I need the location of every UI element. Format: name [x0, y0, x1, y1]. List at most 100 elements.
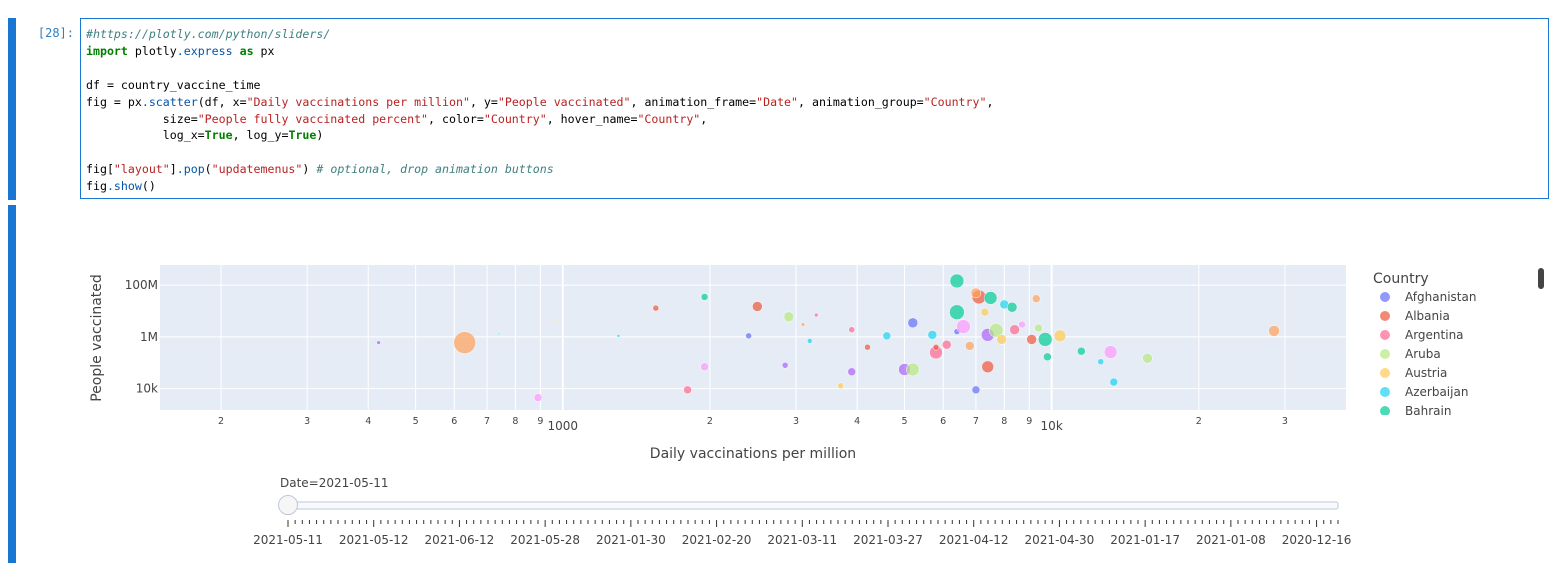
- scatter-point[interactable]: [1026, 334, 1037, 345]
- scatter-point[interactable]: [932, 343, 940, 351]
- scatter-point[interactable]: [376, 340, 381, 345]
- scatter-point[interactable]: [814, 312, 819, 318]
- output-collapse-bar[interactable]: [8, 205, 16, 563]
- legend-item[interactable]: Azerbaijan: [1380, 385, 1468, 399]
- scatter-point[interactable]: [1268, 325, 1280, 337]
- scatter-point[interactable]: [848, 326, 855, 333]
- scatter-point[interactable]: [882, 331, 892, 341]
- scatter-point[interactable]: [927, 330, 938, 340]
- cell-collapse-bar[interactable]: [8, 18, 16, 200]
- scatter-point[interactable]: [981, 360, 994, 374]
- plot-area[interactable]: [160, 265, 1346, 410]
- code-token: ]: [169, 162, 177, 177]
- scatter-point[interactable]: [970, 287, 982, 299]
- scatter-point[interactable]: [971, 385, 981, 395]
- code-line[interactable]: df = country_vaccine_time: [86, 77, 1548, 94]
- scatter-point[interactable]: [1018, 320, 1026, 329]
- scatter-point[interactable]: [941, 339, 952, 350]
- x-minor-tick-label: 5: [413, 416, 419, 427]
- scatter-point[interactable]: [453, 331, 476, 354]
- scatter-point[interactable]: [652, 304, 660, 312]
- scatter-point[interactable]: [980, 307, 990, 317]
- code-token: fig = px: [86, 94, 142, 109]
- scatter-point[interactable]: [949, 273, 965, 289]
- scatter-point[interactable]: [552, 319, 556, 323]
- scatter-point[interactable]: [1043, 352, 1052, 362]
- code-token: , log_y=: [232, 128, 289, 143]
- code-token: "Country": [483, 111, 547, 126]
- scatter-point[interactable]: [837, 382, 844, 389]
- slider-rail[interactable]: [287, 501, 1339, 510]
- scatter-point[interactable]: [683, 385, 692, 395]
- output-area: 2 3 4 5 6 7 8 9 2 3 4 5 6 7 8 9 2 3 1000 10k 10k 1M 100M Dail…: [80, 205, 1555, 565]
- scatter-point[interactable]: [745, 332, 752, 340]
- scatter-point[interactable]: [800, 322, 806, 327]
- scatter-point[interactable]: [1034, 323, 1043, 333]
- scatter-point[interactable]: [1032, 294, 1041, 303]
- scatter-point[interactable]: [1097, 358, 1104, 365]
- scatter-point[interactable]: [752, 301, 763, 312]
- code-line[interactable]: fig = px.scatter(df, x="Daily vaccinatio…: [86, 94, 1548, 111]
- scatter-point[interactable]: [983, 291, 998, 305]
- scatter-point[interactable]: [700, 293, 709, 301]
- scatter-point[interactable]: [1109, 377, 1119, 387]
- scatter-point[interactable]: [781, 362, 789, 369]
- scatter-point[interactable]: [996, 334, 1007, 345]
- scatter-chart[interactable]: 2 3 4 5 6 7 8 9 2 3 4 5 6 7 8 9 2 3 1000 10k 10k 1M 100M Dail…: [80, 205, 1555, 565]
- code-line[interactable]: fig["layout"].pop("updatemenus") # optio…: [86, 161, 1548, 178]
- scatter-point[interactable]: [1103, 345, 1118, 359]
- legend-item[interactable]: Albania: [1380, 309, 1450, 323]
- scatter-point[interactable]: [616, 334, 621, 338]
- code-token: , color=: [428, 111, 484, 126]
- scatter-point[interactable]: [700, 362, 709, 372]
- code-line[interactable]: [86, 60, 1548, 77]
- scatter-point[interactable]: [949, 304, 965, 320]
- legend-swatch: [1380, 406, 1390, 415]
- legend-item[interactable]: Argentina: [1380, 328, 1464, 342]
- scatter-point[interactable]: [906, 362, 920, 377]
- x-minor-tick-label: 8: [1001, 416, 1007, 427]
- x-minor-tick-label: 4: [854, 416, 860, 427]
- legend-scrollbar[interactable]: [1538, 268, 1544, 289]
- code-line[interactable]: fig.show(): [86, 178, 1548, 195]
- code-token: , animation_frame=: [630, 94, 757, 109]
- scatter-point[interactable]: [1053, 329, 1067, 343]
- code-token: "Country": [923, 94, 987, 109]
- code-cell[interactable]: #https://plotly.com/python/sliders/impor…: [80, 18, 1549, 199]
- scatter-point[interactable]: [806, 338, 813, 344]
- code-token: ): [302, 162, 317, 177]
- scatter-point[interactable]: [533, 393, 543, 402]
- scatter-point[interactable]: [1077, 346, 1086, 356]
- slider-handle[interactable]: [278, 495, 298, 515]
- code-token: import: [86, 43, 128, 58]
- scatter-point[interactable]: [988, 323, 1004, 338]
- code-token: as: [239, 43, 254, 58]
- legend-item[interactable]: Afghanistan: [1380, 290, 1476, 304]
- legend-item[interactable]: Bahrain: [1380, 404, 1451, 418]
- scatter-point[interactable]: [1006, 301, 1018, 313]
- scatter-point[interactable]: [864, 343, 871, 351]
- legend-viewport[interactable]: Afghanistan Albania Argentina Aruba Austria A…: [1380, 290, 1476, 418]
- legend-item[interactable]: Aruba: [1380, 347, 1441, 361]
- legend-label: Aruba: [1405, 347, 1441, 361]
- scatter-point[interactable]: [847, 367, 856, 377]
- scatter-point[interactable]: [1009, 324, 1020, 335]
- scatter-point[interactable]: [1142, 352, 1153, 364]
- scatter-point[interactable]: [497, 332, 501, 336]
- legend-item[interactable]: Austria: [1380, 366, 1447, 380]
- scatter-point[interactable]: [1037, 332, 1053, 347]
- code-token: "layout": [113, 162, 170, 177]
- x-minor-tick-label: 6: [940, 416, 946, 427]
- code-line[interactable]: [86, 144, 1548, 161]
- code-editor[interactable]: #https://plotly.com/python/sliders/impor…: [81, 19, 1548, 195]
- code-line[interactable]: log_x=True, log_y=True): [86, 127, 1548, 144]
- code-line[interactable]: #https://plotly.com/python/sliders/: [86, 26, 1548, 43]
- scatter-point[interactable]: [956, 319, 971, 334]
- code-line[interactable]: import plotly.express as px: [86, 43, 1548, 60]
- date-slider[interactable]: Date=2021-05-11 2021-05-11 2021-05-12 2021…: [253, 476, 1351, 547]
- scatter-point[interactable]: [783, 311, 795, 323]
- scatter-point[interactable]: [907, 317, 919, 329]
- code-line[interactable]: size="People fully vaccinated percent", …: [86, 111, 1548, 128]
- data-points[interactable]: [376, 273, 1280, 402]
- scatter-point[interactable]: [965, 341, 975, 351]
